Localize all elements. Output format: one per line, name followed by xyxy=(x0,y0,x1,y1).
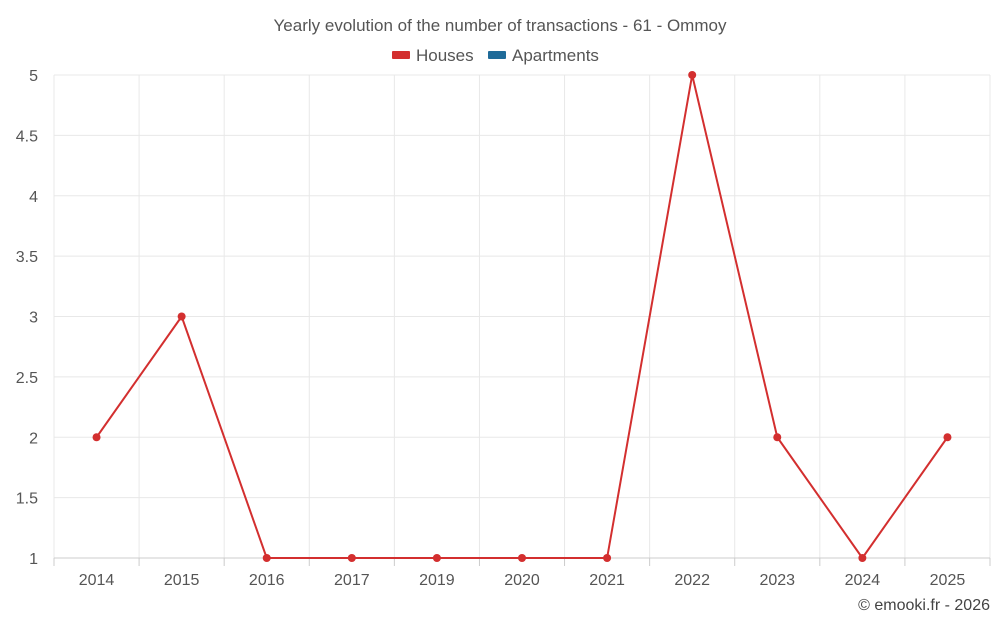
y-axis-ticks: 1 1.5 2 2.5 3 3.5 4 4.5 5 xyxy=(16,68,38,568)
x-tick-label: 2019 xyxy=(419,572,455,589)
chart-title: Yearly evolution of the number of transa… xyxy=(274,16,727,35)
grid xyxy=(53,74,991,558)
data-point-houses xyxy=(688,71,697,79)
legend-label-apartments[interactable]: Apartments xyxy=(512,46,599,65)
y-tick-label: 1.5 xyxy=(16,491,38,508)
x-tick-label: 2016 xyxy=(249,572,285,589)
legend-swatch-apartments[interactable] xyxy=(488,51,506,59)
data-point-houses xyxy=(92,433,101,442)
data-point-houses xyxy=(262,554,271,562)
x-tick-label: 2017 xyxy=(334,572,370,589)
legend-label-houses[interactable]: Houses xyxy=(416,46,474,65)
data-point-houses xyxy=(347,554,356,562)
data-point-houses xyxy=(858,554,867,562)
data-point-houses xyxy=(518,554,526,562)
x-tick-label: 2024 xyxy=(845,572,881,589)
x-tick-label: 2020 xyxy=(504,572,540,589)
x-tick-label: 2023 xyxy=(759,572,795,589)
series xyxy=(92,71,952,562)
y-tick-label: 4.5 xyxy=(16,128,38,145)
data-point-houses xyxy=(432,554,441,562)
x-tick-label: 2015 xyxy=(164,572,200,589)
y-tick-label: 3 xyxy=(29,310,38,327)
y-tick-label: 4 xyxy=(29,189,38,206)
x-tick-label: 2021 xyxy=(589,572,625,589)
y-tick-label: 3.5 xyxy=(16,249,38,266)
legend: Houses Apartments xyxy=(392,46,599,65)
x-axis-ticks: 2014 2015 2016 2017 2019 2020 2021 2022 2023 2024… xyxy=(53,558,991,589)
y-tick-label: 2 xyxy=(29,430,38,447)
data-point-houses xyxy=(603,554,612,562)
x-tick-label: 2022 xyxy=(674,572,710,589)
data-point-houses xyxy=(177,312,186,321)
x-tick-label: 2014 xyxy=(79,572,115,589)
footer-credit: © emooki.fr - 2026 xyxy=(858,597,990,614)
legend-swatch-houses[interactable] xyxy=(392,51,410,59)
y-tick-label: 2.5 xyxy=(16,370,38,387)
data-point-houses xyxy=(773,433,782,442)
y-tick-label: 5 xyxy=(29,68,38,85)
data-point-houses xyxy=(943,433,952,442)
y-tick-label: 1 xyxy=(29,551,38,568)
x-tick-label: 2025 xyxy=(930,572,966,589)
